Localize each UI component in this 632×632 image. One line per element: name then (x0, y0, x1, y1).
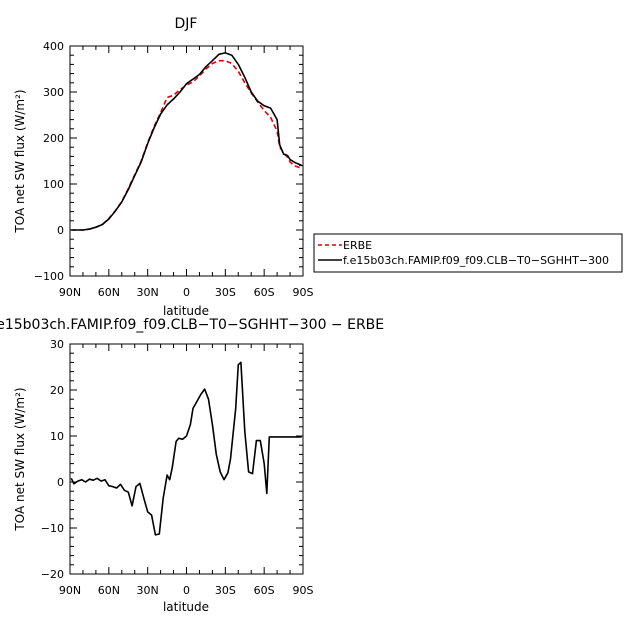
bottom-xtick-label: 90S (293, 584, 314, 597)
top-xtick-label: 60S (254, 286, 275, 299)
top-xtick-label: 90N (59, 286, 81, 299)
bottom-xtick-label: 90N (59, 584, 81, 597)
top-chart-title: DJF (175, 16, 198, 32)
bottom-ytick-label: −20 (41, 568, 64, 581)
top-y-axis-label: TOA net SW flux (W/m²) (13, 89, 27, 233)
bottom-ytick-label: 20 (50, 384, 64, 397)
bottom-y-axis-label: TOA net SW flux (W/m²) (13, 387, 27, 531)
bottom-xtick-label: 60N (98, 584, 120, 597)
legend: ERBE f.e15b03ch.FAMIP.f09_f09.CLB−T0−SGH… (313, 233, 623, 273)
top-xtick-label: 30S (215, 286, 236, 299)
top-ytick-label: 400 (43, 40, 64, 53)
bottom-xtick-label: 30N (137, 584, 159, 597)
bottom-ytick-label: 10 (50, 430, 64, 443)
top-x-ticks: 90N 60N 30N 0 30S 60S 90S (59, 46, 314, 299)
bottom-plot-area (70, 361, 302, 536)
legend-box (313, 233, 623, 273)
top-x-axis-label: latitude (163, 304, 209, 318)
top-series-line-0 (71, 59, 303, 231)
top-series-line-1 (71, 52, 303, 231)
bottom-chart-title: f.e15b03ch.FAMIP.f09_f09.CLB−T0−SGHHT−30… (0, 317, 384, 333)
top-y-ticks: −100 0 100 200 300 400 (34, 40, 303, 283)
bottom-xtick-label: 60S (254, 584, 275, 597)
bottom-xtick-label: 30S (215, 584, 236, 597)
bottom-xtick-label: 0 (183, 584, 190, 597)
top-ytick-label: −100 (34, 270, 64, 283)
top-xtick-label: 30N (137, 286, 159, 299)
bottom-x-ticks: 90N 60N 30N 0 30S 60S 90S (59, 344, 314, 597)
bottom-series-line-0 (70, 361, 302, 536)
bottom-x-axis-label: latitude (163, 600, 209, 614)
top-plot-area (71, 52, 303, 231)
bottom-ytick-label: 30 (50, 338, 64, 351)
top-ytick-label: 300 (43, 86, 64, 99)
top-ytick-label: 100 (43, 178, 64, 191)
top-ytick-label: 200 (43, 132, 64, 145)
legend-label-model: f.e15b03ch.FAMIP.f09_f09.CLB−T0−SGHHT−30… (343, 254, 609, 267)
top-xtick-label: 0 (183, 286, 190, 299)
bottom-y-ticks: −20 −10 0 10 20 30 (41, 338, 303, 581)
bottom-ytick-label: −10 (41, 522, 64, 535)
top-xtick-label: 60N (98, 286, 120, 299)
top-xtick-label: 90S (293, 286, 314, 299)
bottom-panel: f.e15b03ch.FAMIP.f09_f09.CLB−T0−SGHHT−30… (0, 317, 384, 614)
top-plot-frame (69, 45, 304, 277)
legend-label-erbe: ERBE (343, 239, 372, 252)
bottom-ytick-label: 0 (57, 476, 64, 489)
top-ytick-label: 0 (57, 224, 64, 237)
